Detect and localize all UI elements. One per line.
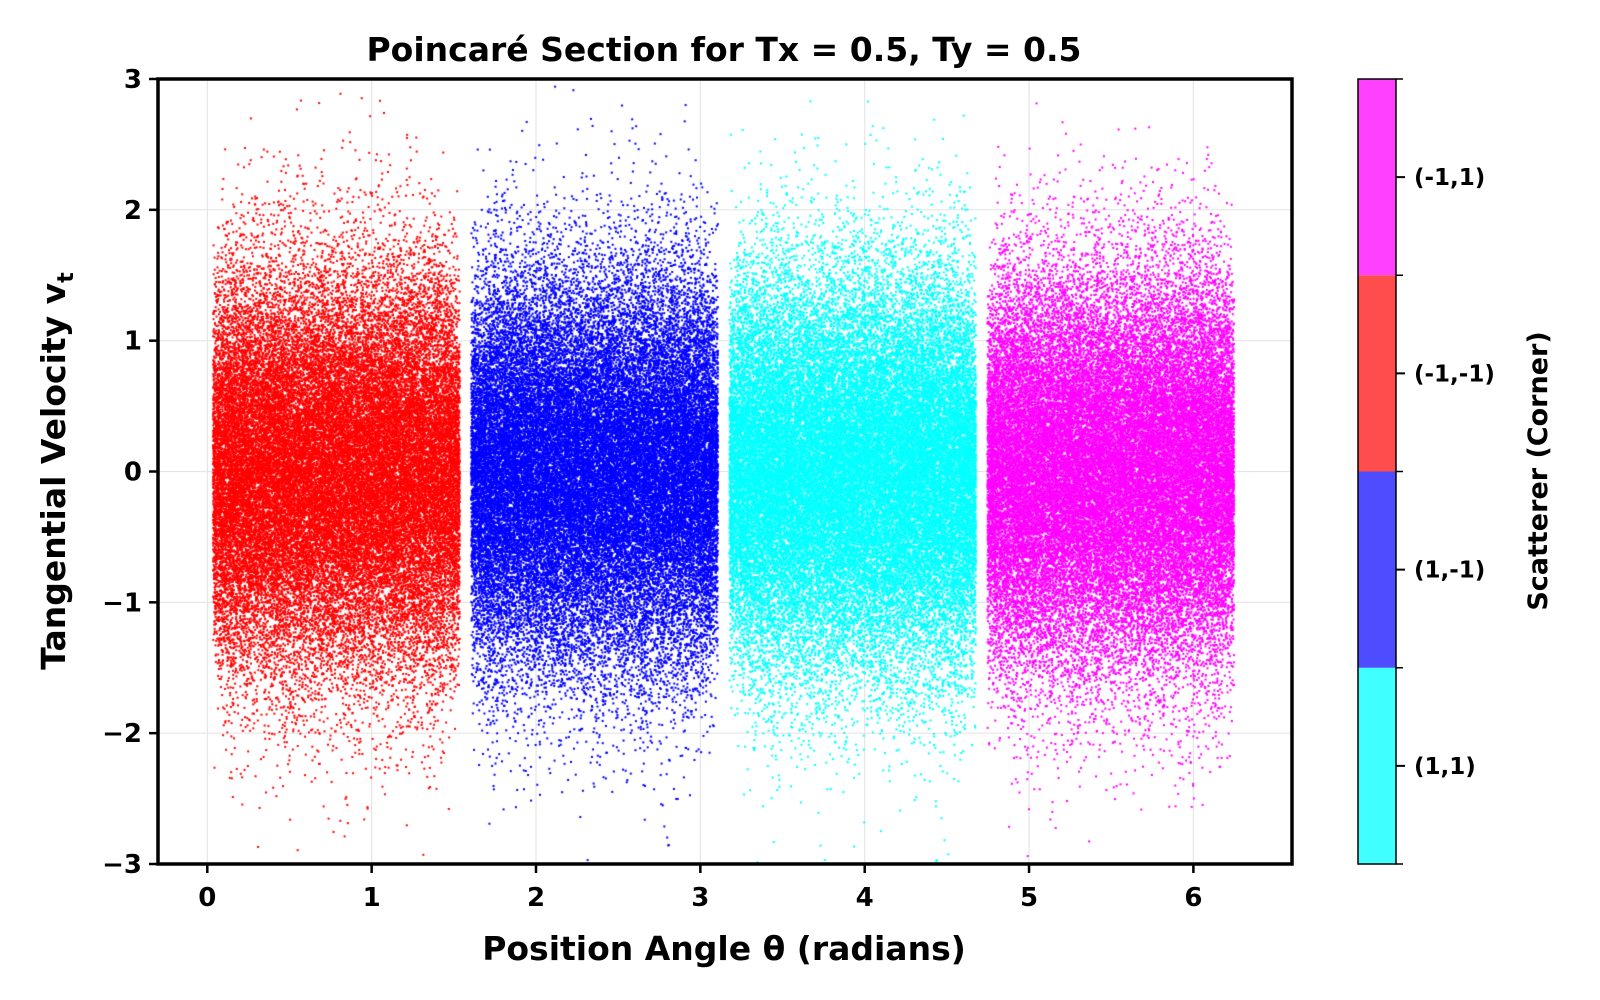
x-tick-label: 1	[363, 883, 381, 913]
colorbar-label: (-1,1)	[1414, 165, 1485, 191]
y-axis-title-main: Tangential Velocity v	[34, 282, 73, 669]
scatter-points-layer	[158, 79, 1292, 864]
y-tick-label: −3	[102, 850, 142, 880]
x-tick-label: 4	[856, 883, 874, 913]
y-axis-title: Tangential Velocity vt	[34, 272, 79, 670]
colorbar: (1,1) (1,-1) (-1,-1) (-1,1)	[1357, 78, 1495, 865]
x-tick-label: 2	[527, 883, 545, 913]
colorbar-label: (1,-1)	[1414, 558, 1485, 584]
colorbar-segment	[1358, 471, 1396, 668]
y-axis-title-subscript: t	[54, 272, 79, 283]
x-tick-label: 6	[1184, 883, 1202, 913]
colorbar-segment	[1358, 667, 1396, 864]
colorbar-label: (-1,-1)	[1414, 361, 1495, 387]
y-axis-ticks: −3 −2 −1 0 1 2 3	[102, 65, 158, 880]
colorbar-segment	[1358, 79, 1396, 276]
colorbar-label: (1,1)	[1414, 754, 1476, 780]
y-tick-label: 2	[124, 196, 142, 226]
chart-title: Poincaré Section for Tx = 0.5, Ty = 0.5	[367, 30, 1082, 69]
y-tick-label: 3	[124, 65, 142, 95]
y-tick-label: 1	[124, 327, 142, 357]
plot-area: 0 1 2 3 4 5 6 −3 −2 −1 0 1 2 3	[102, 65, 1294, 913]
x-tick-label: 3	[691, 883, 709, 913]
x-axis-title: Position Angle θ (radians)	[482, 929, 966, 968]
colorbar-title: Scatterer (Corner)	[1523, 331, 1554, 610]
x-tick-label: 0	[198, 883, 216, 913]
x-axis-ticks: 0 1 2 3 4 5 6	[198, 864, 1202, 913]
y-tick-label: −1	[102, 588, 142, 618]
colorbar-segment	[1358, 275, 1396, 472]
y-tick-label: −2	[102, 719, 142, 749]
y-tick-label: 0	[124, 458, 142, 488]
x-tick-label: 5	[1020, 883, 1038, 913]
